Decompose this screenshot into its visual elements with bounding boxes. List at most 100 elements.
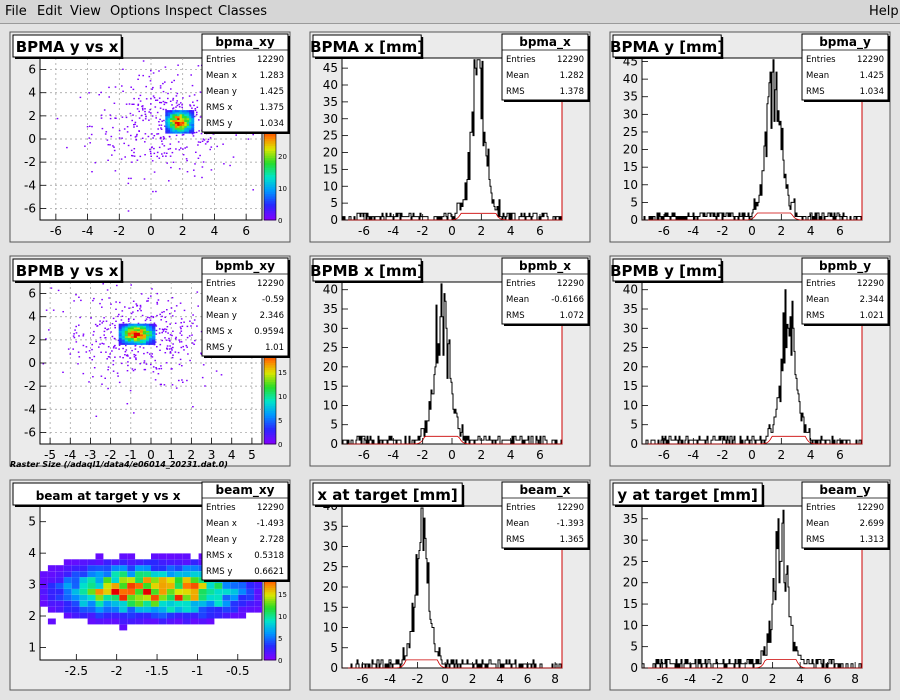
data-point bbox=[110, 331, 112, 333]
y-tick-label: 25 bbox=[623, 341, 638, 355]
density-cell bbox=[254, 594, 262, 601]
density-cell bbox=[142, 342, 147, 345]
data-point bbox=[118, 313, 120, 316]
stats-label: RMS y bbox=[206, 567, 232, 577]
density-cell bbox=[63, 559, 72, 566]
data-point bbox=[108, 356, 111, 358]
density-cell bbox=[189, 117, 192, 121]
data-point bbox=[136, 108, 139, 110]
density-cell bbox=[189, 115, 192, 119]
y-tick-label: 35 bbox=[323, 302, 338, 316]
density-cell bbox=[174, 577, 183, 583]
data-point bbox=[42, 363, 45, 365]
color-scale-cell bbox=[264, 585, 276, 588]
density-cell bbox=[182, 594, 191, 601]
data-point bbox=[186, 325, 189, 328]
panel-title: BPMA y [mm] bbox=[610, 38, 724, 56]
menu-edit[interactable]: Edit bbox=[37, 4, 63, 19]
x-tick-label: -4 bbox=[64, 448, 76, 462]
density-cell bbox=[121, 332, 126, 335]
data-point bbox=[109, 114, 112, 116]
data-point bbox=[109, 353, 111, 355]
density-cell bbox=[130, 341, 135, 344]
data-point bbox=[113, 102, 116, 104]
data-point bbox=[115, 347, 117, 349]
y-tick-label: 40 bbox=[623, 72, 638, 86]
color-scale-cell bbox=[264, 212, 276, 216]
density-cell bbox=[127, 565, 136, 572]
density-cell bbox=[63, 577, 72, 583]
menu-classes[interactable]: Classes bbox=[218, 4, 267, 19]
data-point bbox=[136, 133, 138, 136]
density-cell bbox=[172, 112, 176, 115]
menu-inspect[interactable]: Inspect bbox=[165, 4, 213, 19]
data-point bbox=[138, 74, 140, 77]
color-scale-cell bbox=[264, 405, 276, 409]
color-scale-cell bbox=[264, 198, 276, 202]
stats-value: 12290 bbox=[857, 503, 884, 513]
density-cell bbox=[190, 583, 199, 589]
color-scale-cell bbox=[264, 432, 276, 435]
density-cell bbox=[127, 323, 132, 326]
density-cell bbox=[127, 337, 132, 340]
data-point bbox=[108, 86, 110, 89]
stats-value: 1.365 bbox=[560, 535, 584, 545]
density-cell bbox=[135, 594, 143, 601]
density-cell bbox=[189, 121, 192, 124]
data-point bbox=[194, 109, 197, 112]
y-tick-label: 6 bbox=[28, 63, 36, 77]
data-point bbox=[121, 116, 124, 118]
density-cell bbox=[167, 121, 171, 124]
density-cell bbox=[119, 577, 128, 583]
data-point bbox=[90, 317, 92, 319]
stats-label: RMS x bbox=[206, 103, 232, 113]
density-cell bbox=[127, 583, 136, 589]
panel-7: -6-4-2024680510152025303540x at target [… bbox=[309, 479, 591, 691]
data-point bbox=[169, 147, 172, 150]
menu-file[interactable]: File bbox=[5, 4, 27, 19]
data-point bbox=[50, 287, 53, 289]
density-cell bbox=[170, 110, 173, 113]
data-point bbox=[139, 346, 141, 348]
density-cell bbox=[118, 335, 123, 338]
data-point bbox=[82, 372, 85, 375]
y-tick-label: 20 bbox=[323, 146, 338, 160]
data-point bbox=[93, 297, 95, 300]
data-point bbox=[141, 137, 144, 139]
density-cell bbox=[111, 594, 120, 601]
data-point bbox=[143, 362, 145, 364]
z-tick-label: 20 bbox=[278, 153, 287, 161]
density-cell bbox=[139, 339, 144, 342]
data-point bbox=[57, 289, 60, 292]
data-point bbox=[130, 177, 132, 180]
color-scale-cell bbox=[264, 651, 276, 654]
density-cell bbox=[190, 618, 199, 625]
density-cell bbox=[71, 559, 80, 566]
data-point bbox=[151, 288, 153, 290]
data-point bbox=[150, 155, 152, 157]
density-cell bbox=[71, 600, 80, 607]
root-canvas[interactable]: -6 -4 -2 0 2 4 6 -6 -4 -2 0 2 4 6 0 10 20 BPMA y vs x bpma… bbox=[0, 24, 900, 700]
data-point bbox=[148, 119, 150, 121]
density-cell bbox=[191, 127, 195, 130]
data-point bbox=[137, 322, 140, 325]
density-cell bbox=[181, 123, 185, 126]
menu-view[interactable]: View bbox=[70, 4, 101, 19]
data-point bbox=[151, 160, 154, 162]
menu-help[interactable]: Help bbox=[869, 4, 899, 19]
data-point bbox=[119, 356, 121, 358]
density-cell bbox=[139, 332, 144, 335]
data-point bbox=[143, 352, 145, 355]
data-point bbox=[142, 109, 144, 111]
data-point bbox=[162, 108, 165, 111]
color-scale-cell bbox=[264, 148, 276, 151]
color-scale-cell bbox=[264, 583, 276, 586]
density-cell bbox=[230, 612, 239, 619]
menu-options[interactable]: Options bbox=[110, 4, 161, 19]
density-cell bbox=[189, 131, 192, 134]
data-point bbox=[157, 128, 159, 130]
density-cell bbox=[130, 332, 135, 335]
x-tick-label: 0 bbox=[147, 448, 155, 462]
density-cell bbox=[166, 606, 175, 613]
